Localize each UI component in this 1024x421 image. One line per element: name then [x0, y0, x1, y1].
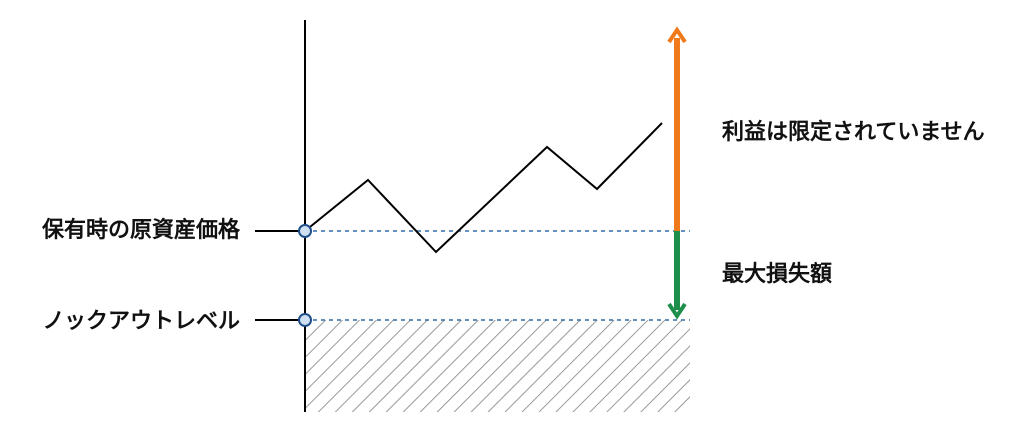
- loss-label: 最大損失額: [722, 261, 832, 287]
- loss-arrowhead: [667, 302, 687, 320]
- entry-label: 保有時の原資産価格: [41, 217, 241, 243]
- knockout-label: ノックアウトレベル: [42, 309, 240, 334]
- entry-point: [298, 224, 312, 238]
- knockout-point: [298, 313, 312, 327]
- profit-label: 利益は限定されていません: [722, 119, 985, 145]
- price-path: [304, 122, 663, 254]
- knockout-zone: [306, 320, 690, 412]
- profit-arrowhead: [667, 26, 687, 44]
